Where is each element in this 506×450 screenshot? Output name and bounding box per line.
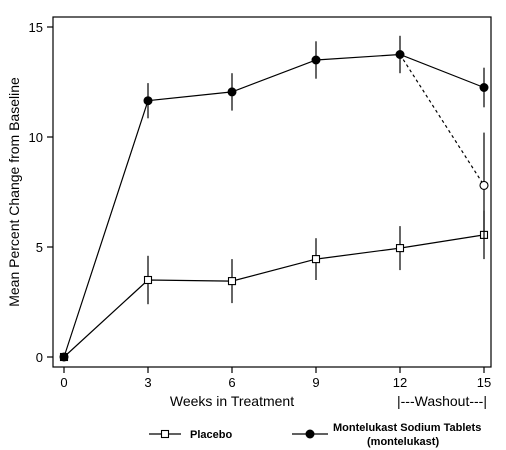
x-tick-label: 15 [477, 375, 491, 390]
chart-legend: Placebo Montelukast Sodium Tablets (montel… [149, 422, 481, 448]
data-point [311, 55, 321, 65]
legend-montelukast-label-2: (montelukast) [367, 436, 439, 448]
legend-montelukast-marker [305, 429, 315, 439]
washout-label: |---Washout---| [397, 393, 487, 409]
series-line [63, 53, 485, 358]
data-point [59, 352, 69, 362]
x-tick-label: 6 [228, 375, 235, 390]
y-tick-label: 15 [29, 20, 43, 35]
x-tick-label: 0 [60, 375, 67, 390]
y-tick-label: 5 [36, 240, 43, 255]
plot-frame [52, 16, 492, 368]
data-point [143, 275, 153, 285]
series-line [399, 54, 485, 186]
data-point [143, 96, 153, 106]
series-0 [59, 210, 489, 362]
x-axis-title: Weeks in Treatment [170, 393, 294, 409]
data-point [311, 255, 321, 264]
data-point [479, 83, 489, 92]
data-point [395, 244, 405, 253]
legend-placebo-marker [160, 429, 170, 439]
y-tick-label: 10 [29, 130, 43, 145]
legend-placebo-label: Placebo [190, 429, 232, 441]
y-axis-title: Mean Percent Change from Baseline [6, 77, 22, 307]
data-point [479, 180, 489, 190]
series-2 [399, 54, 489, 239]
y-tick-label: 0 [36, 350, 43, 365]
x-tick-label: 9 [312, 375, 319, 390]
chart-series-layer [59, 35, 489, 362]
x-tick-label: 3 [144, 375, 151, 390]
series-1 [59, 35, 489, 362]
chart-axes: 0 3 6 9 12 15 0 5 10 15 [29, 16, 492, 390]
x-tick-label: 12 [393, 375, 407, 390]
series-line [63, 234, 485, 358]
legend-montelukast-label: Montelukast Sodium Tablets [333, 422, 481, 434]
data-point [227, 87, 237, 97]
data-point [227, 277, 237, 286]
